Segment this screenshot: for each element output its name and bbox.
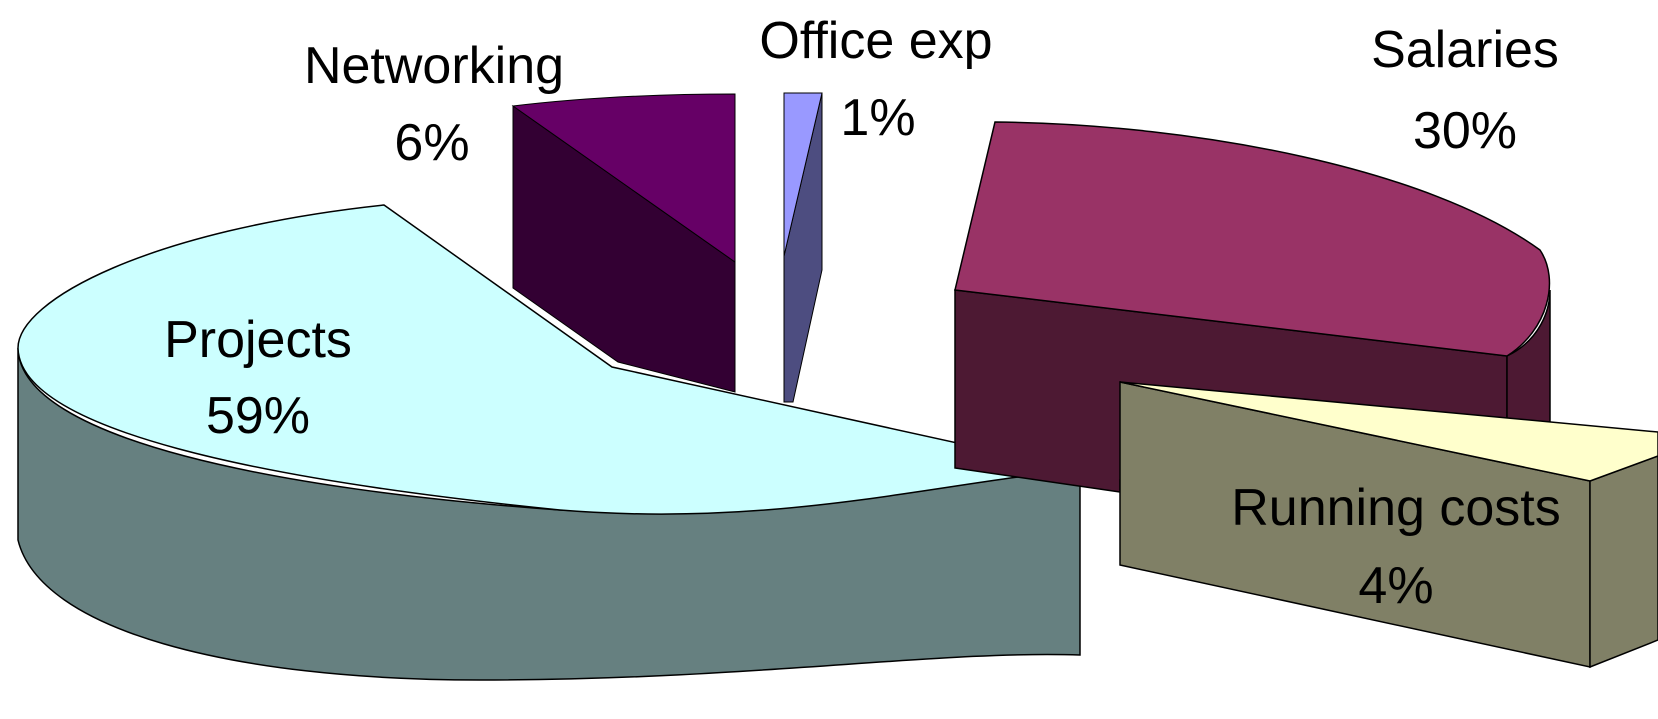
slice-projects-side [17, 347, 1081, 681]
label-running-costs: Running costs [1231, 479, 1561, 537]
value-label-networking: 6% [394, 114, 469, 172]
label-office-exp: Office exp [759, 12, 992, 70]
value-label-office-exp: 1% [840, 89, 915, 147]
value-label-projects: 59% [206, 387, 310, 445]
slice-projects-top [17, 204, 1081, 515]
slice-office-exp-top [783, 92, 823, 257]
slice-projects [17, 204, 1081, 681]
label-projects: Projects [164, 311, 352, 369]
value-label-salaries: 30% [1413, 102, 1517, 160]
slice-networking-top [511, 93, 736, 263]
slice-office-exp [783, 92, 823, 403]
label-networking: Networking [304, 37, 564, 95]
slice-running-costs [1119, 381, 1658, 669]
slice-salaries-top [954, 121, 1551, 357]
slice-networking [511, 93, 736, 393]
slice-running-costs-side [1589, 455, 1658, 669]
label-salaries: Salaries [1371, 21, 1559, 79]
slice-running-costs-top [1119, 381, 1658, 482]
value-label-running-costs: 4% [1358, 557, 1433, 615]
